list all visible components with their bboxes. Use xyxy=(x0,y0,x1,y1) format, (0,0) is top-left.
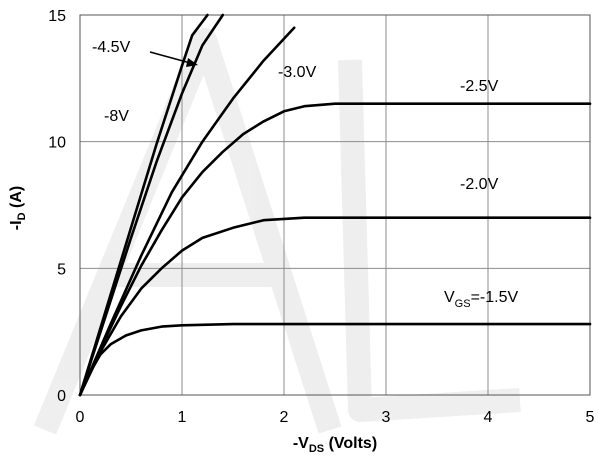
series-line-0 xyxy=(78,322,592,397)
x-tick-label: 2 xyxy=(280,409,289,426)
annotation-arrow xyxy=(149,51,198,67)
x-tick-labels: 0 1 2 3 4 5 xyxy=(76,409,595,426)
x-tick-label: 0 xyxy=(76,409,85,426)
series-line-5 xyxy=(78,13,209,397)
watermark-letter-l xyxy=(338,59,521,422)
x-tick-label: 4 xyxy=(484,409,493,426)
x-axis-title: -VDS (Volts) xyxy=(293,435,377,455)
watermark xyxy=(33,28,521,435)
series-label-8v: -8V xyxy=(104,108,129,125)
axes xyxy=(79,14,591,396)
x-tick-label: 3 xyxy=(382,409,391,426)
y-tick-label: 0 xyxy=(57,388,66,405)
series-line-2 xyxy=(78,102,592,397)
y-tick-labels: 0 5 10 15 xyxy=(48,8,66,405)
series-label-1p5v: VGS=-1.5V xyxy=(444,289,518,310)
series-line-1 xyxy=(78,216,592,397)
series-label-3v: -3.0V xyxy=(278,64,317,81)
series-group xyxy=(78,13,592,397)
grid xyxy=(79,14,591,396)
y-axis-title: -ID (A) xyxy=(8,186,28,230)
y-tick-label: 15 xyxy=(48,8,66,25)
series-label-4p5v: -4.5V xyxy=(92,39,131,56)
y-tick-label: 5 xyxy=(57,261,66,278)
plot-frame xyxy=(79,14,591,396)
x-tick-label: 1 xyxy=(178,409,187,426)
x-tick-label: 5 xyxy=(586,409,595,426)
y-tick-label: 10 xyxy=(48,135,66,152)
series-label-2p5v: -2.5V xyxy=(460,78,499,95)
series-line-3 xyxy=(78,26,296,397)
series-label-2v: -2.0V xyxy=(460,176,499,193)
series-line-4 xyxy=(78,13,225,397)
